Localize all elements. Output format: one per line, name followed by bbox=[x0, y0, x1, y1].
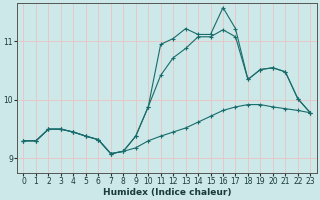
X-axis label: Humidex (Indice chaleur): Humidex (Indice chaleur) bbox=[103, 188, 231, 197]
